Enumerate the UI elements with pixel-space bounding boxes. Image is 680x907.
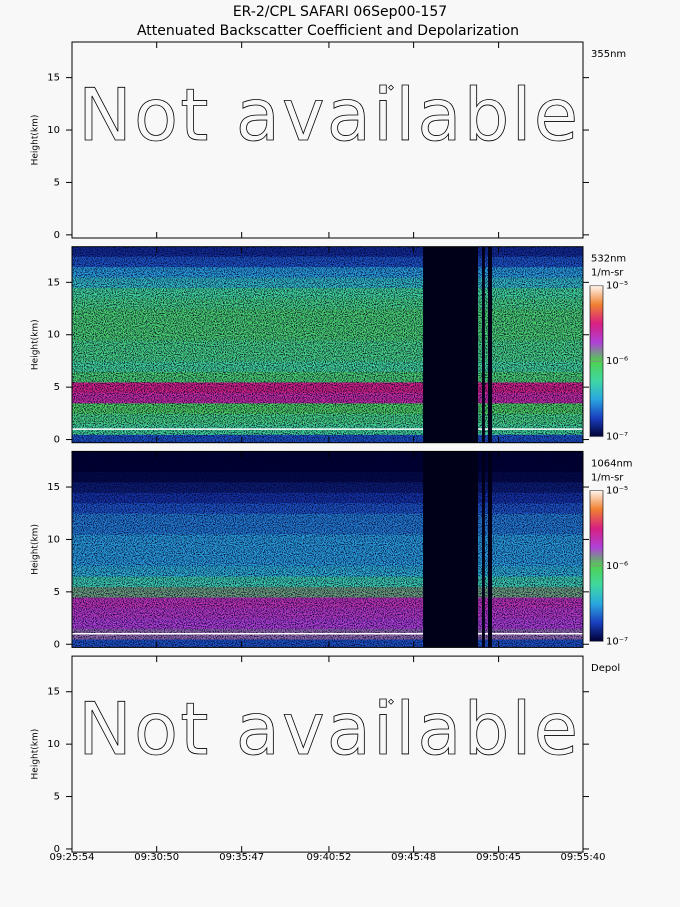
y-tick-label: 0	[54, 230, 60, 241]
colorbar-unit: 1/m-sr	[591, 268, 624, 279]
panel-frame	[71, 41, 584, 239]
x-tick-label: 09:30:50	[134, 852, 179, 863]
x-tick-label: 09:35:47	[219, 852, 264, 863]
panel-label: 355nm	[591, 49, 626, 60]
curtain	[72, 246, 583, 443]
y-tick-label: 5	[54, 177, 60, 188]
y-tick-label: 0	[54, 844, 60, 855]
y-tick-label: 10	[47, 125, 60, 136]
speckle	[72, 246, 583, 443]
colorbar-tick-label: 10⁻⁶	[606, 561, 628, 572]
y-tick-label: 5	[54, 587, 60, 598]
y-axis-label: Height(km)	[31, 524, 41, 575]
y-tick-label: 10	[47, 534, 60, 545]
panel-label: 1064nm	[591, 458, 633, 469]
marker	[388, 84, 394, 91]
x-tick-label: 09:55:40	[561, 852, 606, 863]
y-tick-label: 0	[54, 435, 60, 446]
y-tick-label: 10	[47, 739, 60, 750]
colorbar-tick-label: 10⁻⁶	[606, 356, 628, 367]
x-tick-label: 09:25:54	[50, 852, 95, 863]
marker	[388, 698, 394, 705]
panel-frame	[71, 246, 584, 444]
panel: Not available Depol Height(km) 0 5 10 15 09:25:…	[31, 655, 620, 863]
panel: 1/m-sr 10⁻⁷ 10⁻⁶ 10⁻⁵ 1064nm Height(km) 0 5 10 15	[31, 450, 633, 650]
colorbar-unit: 1/m-sr	[591, 472, 624, 483]
data-gap	[423, 451, 478, 648]
x-tick-label: 09:40:52	[306, 852, 351, 863]
panel: Not available 355nm Height(km) 0 5 10 15	[31, 41, 626, 241]
y-tick-label: 15	[47, 73, 60, 84]
panel-frame	[71, 655, 584, 853]
panel-frame	[71, 450, 584, 648]
y-tick-label: 15	[47, 687, 60, 698]
data-gap	[482, 246, 485, 443]
x-tick-label: 09:45:48	[391, 852, 436, 863]
data-gap	[482, 451, 485, 648]
colorbar-tick-label: 10⁻⁷	[606, 636, 628, 647]
title: ER-2/CPL SAFARI 06Sep00-157	[233, 4, 447, 20]
x-tick-label: 09:50:45	[476, 852, 521, 863]
colorbar-tick-label: 10⁻⁵	[606, 281, 628, 292]
annotation: Not available	[78, 687, 578, 771]
data-gap	[423, 246, 478, 443]
y-axis-label: Height(km)	[31, 319, 41, 370]
y-axis-label: Height(km)	[31, 729, 41, 780]
y-tick-label: 5	[54, 382, 60, 393]
panel-label: Depol	[591, 663, 620, 674]
y-tick-label: 0	[54, 639, 60, 650]
data-gap	[488, 246, 493, 443]
data-gap	[488, 451, 493, 648]
y-tick-label: 5	[54, 792, 60, 803]
panel-label: 532nm	[591, 254, 626, 265]
colorbar-tick-label: 10⁻⁵	[606, 485, 628, 496]
annotation: Not available	[78, 73, 578, 157]
y-axis-label: Height(km)	[31, 115, 41, 166]
speckle	[72, 451, 583, 648]
subtitle: Attenuated Backscatter Coefficient and D…	[137, 23, 519, 39]
y-tick-label: 15	[47, 482, 60, 493]
colorbar-tick-label: 10⁻⁷	[606, 432, 628, 443]
panel: 1/m-sr 10⁻⁷ 10⁻⁶ 10⁻⁵ 532nm Height(km) 0 5 10 15	[31, 246, 628, 446]
y-tick-label: 10	[47, 330, 60, 341]
y-tick-label: 15	[47, 277, 60, 288]
curtain	[72, 451, 583, 648]
